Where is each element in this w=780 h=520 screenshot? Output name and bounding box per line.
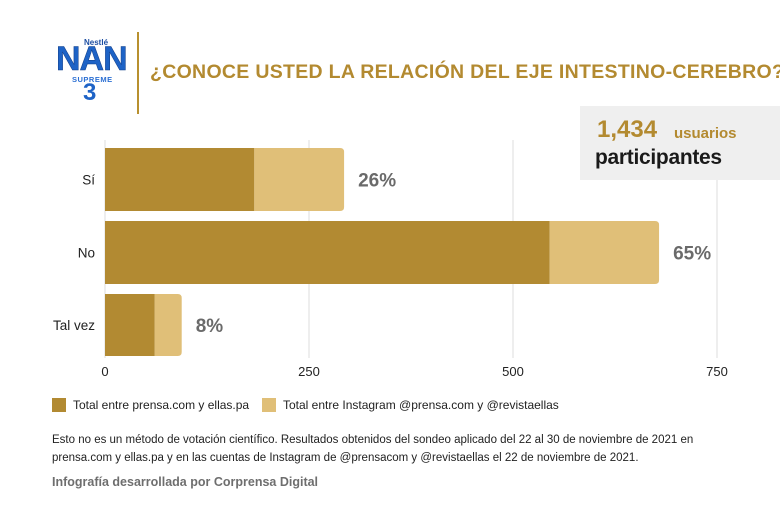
participants-count: 1,434 xyxy=(597,116,658,143)
participants-unit: usuarios xyxy=(674,125,737,142)
data-label-1: 26% xyxy=(358,171,396,192)
bar-2-series-2 xyxy=(549,221,660,284)
logo-name: NAN xyxy=(56,40,128,78)
legend-item-series-1: Total entre prensa.com y ellas.pa xyxy=(52,398,249,412)
logo-stage: 3 xyxy=(83,79,97,106)
bar-1-series-1 xyxy=(105,148,255,211)
participants-badge: 1,434 usuarios participantes xyxy=(580,106,780,180)
credit-line: Infografía desarrollada por Corprensa Di… xyxy=(52,475,319,489)
legend-item-series-2: Total entre Instagram @prensa.com y @rev… xyxy=(262,398,559,412)
logo-line: SUPREME xyxy=(72,75,113,84)
legend-swatch-series-2 xyxy=(262,398,276,412)
legend-label-series-2: Total entre Instagram @prensa.com y @rev… xyxy=(283,398,559,412)
methodology-note: Esto no es un método de votación científ… xyxy=(52,434,694,464)
nan-supreme-logo: Nestlé NAN SUPREME 3 xyxy=(52,38,128,108)
data-label-2: 65% xyxy=(673,244,711,265)
x-tick-label-3: 750 xyxy=(706,364,728,379)
logo-maker: Nestlé xyxy=(84,38,109,47)
bar-chart: Sí 26% No 65% Tal vez 8% 0 250 500 750 xyxy=(53,140,728,379)
legend-label-series-1: Total entre prensa.com y ellas.pa xyxy=(73,398,250,412)
chart-title: ¿CONOCE USTED LA RELACIÓN DEL EJE INTEST… xyxy=(150,61,780,83)
legend-swatch-series-1 xyxy=(52,398,66,412)
x-tick-label-0: 0 xyxy=(101,364,108,379)
participants-label: participantes xyxy=(595,146,722,169)
category-label-3: Tal vez xyxy=(53,318,95,333)
bar-3-series-2 xyxy=(154,294,182,356)
header-divider xyxy=(137,32,139,114)
bar-2-series-1 xyxy=(105,221,550,284)
category-label-1: Sí xyxy=(82,173,95,188)
bar-3-series-1 xyxy=(105,294,155,356)
x-tick-label-2: 500 xyxy=(502,364,524,379)
x-tick-label-1: 250 xyxy=(298,364,320,379)
category-label-2: No xyxy=(78,246,95,261)
data-label-3: 8% xyxy=(196,316,224,337)
bar-1-series-2 xyxy=(254,148,345,211)
